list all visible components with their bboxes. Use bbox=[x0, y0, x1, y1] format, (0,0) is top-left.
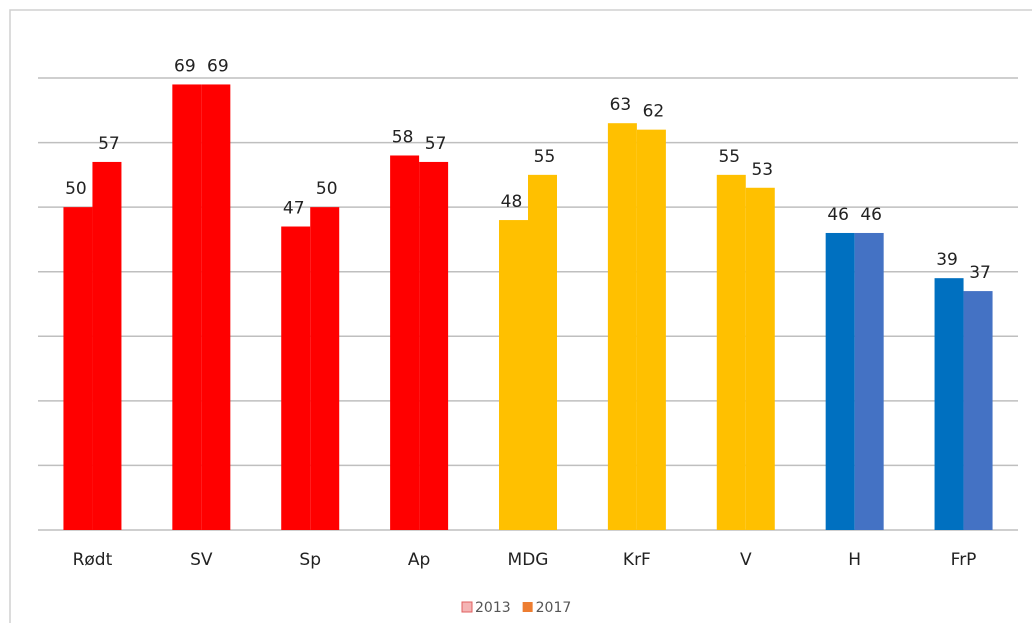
data-label: 48 bbox=[501, 192, 523, 212]
bar bbox=[63, 207, 93, 530]
data-label: 46 bbox=[860, 205, 882, 225]
data-label: 58 bbox=[392, 127, 414, 147]
legend-swatch bbox=[461, 601, 473, 613]
data-label: 63 bbox=[610, 95, 632, 115]
data-label: 55 bbox=[534, 147, 556, 167]
bar bbox=[716, 174, 746, 530]
data-label: 69 bbox=[174, 56, 196, 76]
x-tick-label: KrF bbox=[623, 550, 651, 570]
bar bbox=[390, 155, 420, 530]
data-label: 55 bbox=[718, 147, 740, 167]
x-tick-label: MDG bbox=[508, 550, 549, 570]
bar bbox=[854, 232, 884, 530]
bar bbox=[934, 278, 964, 530]
data-label: 57 bbox=[98, 134, 120, 154]
x-tick-label: Ap bbox=[408, 550, 430, 570]
bar bbox=[745, 187, 775, 530]
legend-swatch bbox=[522, 602, 533, 612]
data-label: 37 bbox=[969, 263, 991, 283]
bar bbox=[499, 220, 528, 531]
bar bbox=[636, 129, 666, 530]
x-tick-label: FrP bbox=[951, 550, 977, 570]
data-label: 39 bbox=[936, 250, 958, 270]
x-tick-label: SV bbox=[190, 550, 213, 570]
data-label: 50 bbox=[65, 179, 87, 199]
bar bbox=[310, 207, 340, 530]
bar bbox=[607, 123, 637, 530]
data-label: 57 bbox=[425, 134, 447, 154]
bar bbox=[825, 232, 855, 530]
x-tick-label: V bbox=[740, 550, 752, 570]
x-tick-label: Sp bbox=[299, 550, 321, 570]
x-tick-label: Rødt bbox=[73, 550, 113, 570]
bar bbox=[201, 84, 231, 530]
legend-label: 2017 bbox=[536, 600, 572, 616]
data-label: 47 bbox=[283, 199, 305, 219]
data-label: 53 bbox=[751, 160, 773, 180]
bar bbox=[281, 226, 311, 530]
data-label: 46 bbox=[827, 205, 849, 225]
bar bbox=[92, 161, 122, 530]
bar bbox=[419, 161, 449, 530]
bar bbox=[172, 84, 202, 530]
data-label: 69 bbox=[207, 56, 229, 76]
x-tick-label: H bbox=[848, 550, 861, 570]
legend-label: 2013 bbox=[475, 600, 511, 616]
bar bbox=[963, 291, 993, 530]
data-label: 62 bbox=[643, 102, 665, 122]
data-label: 50 bbox=[316, 179, 338, 199]
bar bbox=[528, 174, 557, 530]
